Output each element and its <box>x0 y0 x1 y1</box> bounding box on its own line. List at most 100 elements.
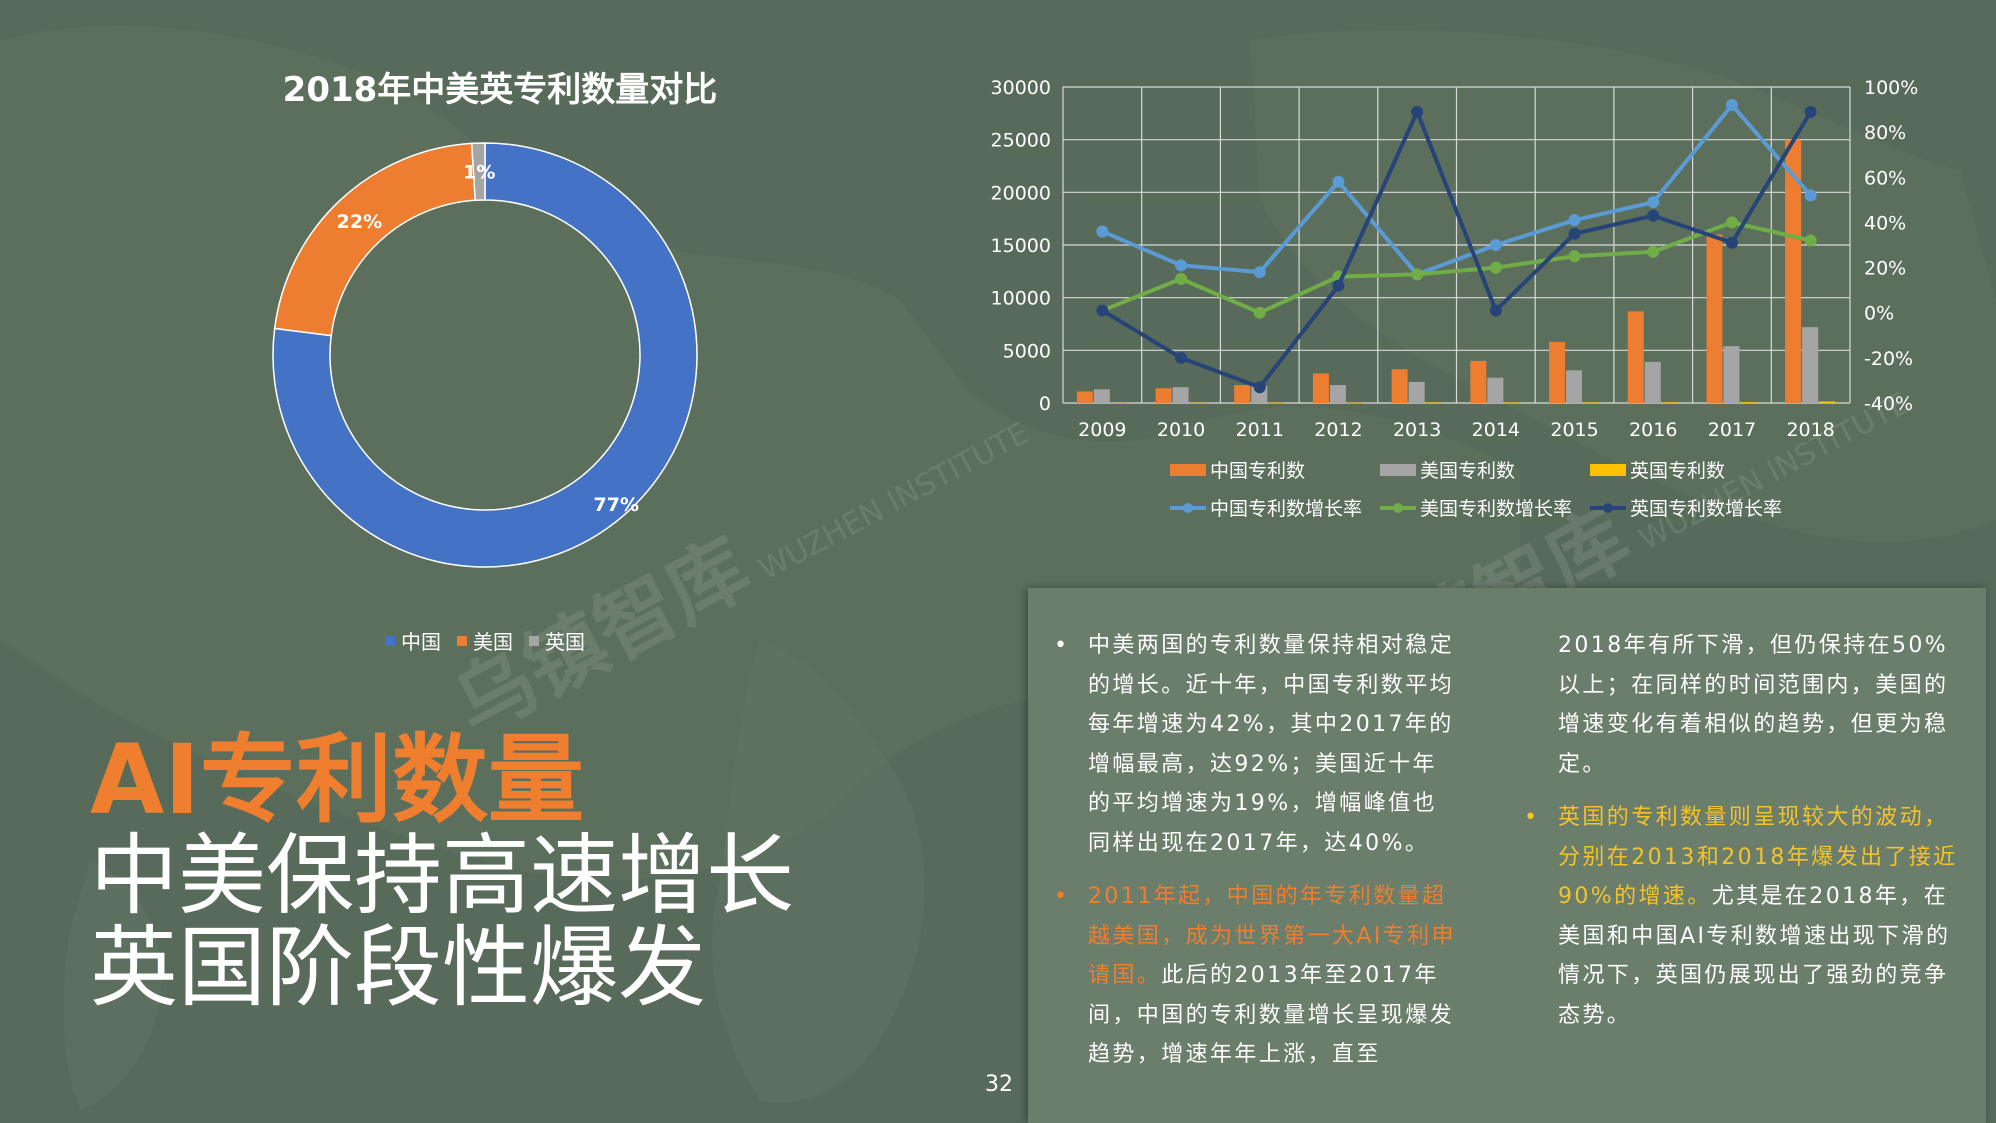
bullet-paragraph: 2011年起，中国的年专利数量超越美国，成为世界第一大AI专利申请国。此后的20… <box>1054 877 1458 1075</box>
bar-中国专利数 <box>1706 234 1723 403</box>
point-中国专利数增长率 <box>1332 175 1345 188</box>
bar-中国专利数 <box>1312 373 1329 403</box>
point-英国专利数增长率 <box>1411 105 1424 118</box>
donut-data-label: 1% <box>463 162 495 184</box>
paragraph-continuation: 2018年有所下滑，但仍保持在50%以上；在同样的时间范围内，美国的增速变化有着… <box>1558 626 1958 784</box>
y2-axis-tick-label: 40% <box>1864 212 1906 234</box>
legend-item-uk: 英国 <box>529 626 585 655</box>
point-英国专利数增长率 <box>1725 236 1738 249</box>
bar-美国专利数 <box>1093 389 1110 403</box>
point-英国专利数增长率 <box>1489 304 1502 317</box>
bar-美国专利数 <box>1487 377 1504 403</box>
point-英国专利数增长率 <box>1096 304 1109 317</box>
point-英国专利数增长率 <box>1568 227 1581 240</box>
point-英国专利数增长率 <box>1332 279 1345 292</box>
bar-美国专利数 <box>1723 346 1740 403</box>
point-中国专利数增长率 <box>1253 266 1266 279</box>
bar-英国专利数 <box>1504 402 1521 404</box>
bar-英国专利数 <box>1819 401 1836 403</box>
legend-swatch <box>457 635 467 646</box>
y2-axis-tick-label: 100% <box>1864 77 1918 99</box>
highlight-text: 2011年起，中国的年专利数量超越美国，成为世界第一大AI专利申请国。 <box>1088 884 1456 988</box>
legend-label: 美国专利数增长率 <box>1420 498 1572 520</box>
paragraph-text: 此后的2013年至2017年间，中国的专利数量增长呈现爆发趋势，增速年年上涨，直… <box>1088 963 1455 1067</box>
bar-英国专利数 <box>1189 402 1206 404</box>
bar-中国专利数 <box>1785 139 1802 403</box>
x-axis-tick-label: 2014 <box>1472 419 1520 441</box>
y2-axis-tick-label: -20% <box>1864 348 1913 370</box>
bar-英国专利数 <box>1425 402 1442 404</box>
point-美国专利数增长率 <box>1411 268 1424 281</box>
point-美国专利数增长率 <box>1568 250 1581 263</box>
x-axis-tick-label: 2017 <box>1708 419 1756 441</box>
donut-chart: 77% 22% 1% <box>272 142 698 568</box>
point-中国专利数增长率 <box>1489 239 1502 251</box>
point-中国专利数增长率 <box>1175 259 1188 272</box>
bullet-paragraph: 中美两国的专利数量保持相对稳定的增长。近十年，中国专利数平均每年增速为42%，其… <box>1054 626 1458 863</box>
donut-slice-英国 <box>470 142 486 202</box>
highlight-text: 英国的专利数量则呈现较大的波动，分别在2013和2018年爆发出了接近90%的增… <box>1558 805 1958 909</box>
point-中国专利数增长率 <box>1096 225 1109 238</box>
bar-英国专利数 <box>1661 402 1678 404</box>
slide-subtitle-line-2: 英国阶段性爆发 <box>90 916 707 1019</box>
y-axis-tick-label: 0 <box>1039 393 1051 415</box>
x-axis-tick-label: 2016 <box>1629 419 1677 441</box>
x-axis-tick-label: 2018 <box>1786 419 1834 441</box>
y2-axis-tick-label: 80% <box>1864 122 1906 144</box>
bar-中国专利数 <box>1155 388 1172 403</box>
line-英国专利数增长率 <box>1101 109 1813 390</box>
legend-label: 美国 <box>473 630 513 654</box>
legend-label: 英国专利数增长率 <box>1630 498 1782 520</box>
x-axis-tick-label: 2015 <box>1550 419 1598 441</box>
legend-swatch <box>1380 464 1416 476</box>
point-美国专利数增长率 <box>1175 272 1188 285</box>
bar-中国专利数 <box>1470 360 1487 403</box>
point-中国专利数增长率 <box>1804 189 1817 202</box>
legend-item-china: 中国 <box>385 626 441 655</box>
analysis-text-panel: 中美两国的专利数量保持相对稳定的增长。近十年，中国专利数平均每年增速为42%，其… <box>1028 588 1986 1123</box>
y2-axis-tick-label: 60% <box>1864 167 1906 189</box>
point-英国专利数增长率 <box>1804 105 1817 118</box>
y-axis-tick-label: 25000 <box>991 130 1051 152</box>
x-axis-tick-label: 2013 <box>1393 419 1441 441</box>
y2-axis-tick-label: 20% <box>1864 258 1906 280</box>
legend-marker <box>1393 503 1403 513</box>
x-axis-tick-label: 2010 <box>1157 419 1205 441</box>
bar-中国专利数 <box>1234 385 1251 403</box>
donut-data-label: 22% <box>337 211 382 233</box>
y-axis-tick-label: 30000 <box>991 77 1051 99</box>
bar-中国专利数 <box>1627 311 1644 403</box>
point-中国专利数增长率 <box>1725 99 1738 112</box>
legend-label: 中国专利数增长率 <box>1210 498 1362 520</box>
slide-title: AI专利数量 <box>90 724 585 836</box>
legend-swatch <box>529 635 539 646</box>
bar-美国专利数 <box>1644 361 1661 403</box>
legend-marker <box>1603 503 1613 513</box>
x-axis-tick-label: 2011 <box>1236 419 1284 441</box>
donut-slice-中国 <box>272 142 698 568</box>
text-column-right: 2018年有所下滑，但仍保持在50%以上；在同样的时间范围内，美国的增速变化有着… <box>1524 626 1958 1049</box>
legend-swatch <box>385 635 395 646</box>
bar-美国专利数 <box>1566 370 1583 403</box>
legend-marker <box>1183 503 1193 513</box>
slide-subtitle-line-1: 中美保持高速增长 <box>90 824 795 927</box>
bar-中国专利数 <box>1391 369 1408 403</box>
bar-美国专利数 <box>1172 387 1189 403</box>
bar-美国专利数 <box>1408 381 1425 403</box>
bar-英国专利数 <box>1583 402 1600 404</box>
x-axis-tick-label: 2012 <box>1314 419 1362 441</box>
bar-英国专利数 <box>1740 402 1757 403</box>
text-column-left: 中美两国的专利数量保持相对稳定的增长。近十年，中国专利数平均每年增速为42%，其… <box>1054 626 1458 1089</box>
donut-data-label: 77% <box>594 494 639 516</box>
legend-label: 英国 <box>545 630 585 654</box>
y-axis-tick-label: 15000 <box>991 235 1051 257</box>
x-axis-tick-label: 2009 <box>1078 419 1126 441</box>
point-美国专利数增长率 <box>1489 261 1502 274</box>
paragraph-text: 尤其是在2018年，在美国和中国AI专利数增速出现下滑的情况下，英国仍展现出了强… <box>1558 884 1951 1028</box>
legend-label: 美国专利数 <box>1420 460 1515 482</box>
paragraph-text: 2018年有所下滑，但仍保持在50%以上；在同样的时间范围内，美国的增速变化有着… <box>1558 633 1949 777</box>
point-美国专利数增长率 <box>1725 216 1738 229</box>
legend-label: 中国专利数 <box>1210 460 1305 482</box>
legend-swatch <box>1590 464 1626 476</box>
bar-美国专利数 <box>1329 385 1346 403</box>
